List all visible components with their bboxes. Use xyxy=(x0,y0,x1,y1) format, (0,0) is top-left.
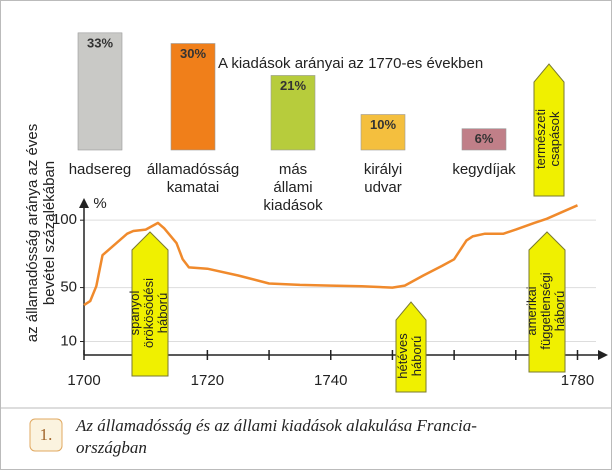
value-label: 10% xyxy=(370,117,396,132)
annotation-arrow xyxy=(131,231,169,377)
annotation: spanyolörökösödésiháború xyxy=(127,278,170,348)
bar xyxy=(461,128,507,151)
value-label: 30% xyxy=(180,46,206,61)
caption-badge xyxy=(29,418,63,452)
caption-line: országban xyxy=(76,438,147,457)
y-unit: % xyxy=(93,195,106,212)
category-label: hadsereg xyxy=(69,161,132,178)
annotation: amerikaifüggetlenségiháború xyxy=(524,272,567,349)
y-tick-label: 50 xyxy=(60,279,77,296)
value-label: 33% xyxy=(87,35,113,50)
bar xyxy=(170,43,216,151)
x-tick-label: 1780 xyxy=(561,372,594,389)
y-axis-arrow xyxy=(79,198,89,208)
bar xyxy=(77,32,123,151)
bar xyxy=(270,75,316,151)
annotation: hétévesháború xyxy=(395,333,424,379)
category-label: kegydíjak xyxy=(452,161,516,178)
value-label: 6% xyxy=(475,131,494,146)
data-line xyxy=(83,204,579,307)
value-label: 21% xyxy=(280,78,306,93)
y-tick-label: 10 xyxy=(60,332,77,349)
x-axis-arrow xyxy=(598,350,608,360)
bar xyxy=(360,114,406,151)
inset-title: A kiadások arányai az 1770-es években xyxy=(218,55,483,72)
category-label: államadósság kamatai xyxy=(147,161,240,196)
x-tick-label: 1740 xyxy=(314,372,347,389)
category-label: más állami kiadások xyxy=(263,161,323,214)
annotation-arrow xyxy=(528,231,566,373)
y-axis-title: az államadósság aránya az évesbevétel sz… xyxy=(24,124,58,342)
annotation-arrow xyxy=(533,63,565,197)
annotation-arrow xyxy=(395,301,427,393)
category-label: királyi udvar xyxy=(364,161,402,196)
annotation: természeticsapások xyxy=(533,109,562,169)
y-tick-label: 100 xyxy=(52,211,77,228)
x-tick-label: 1720 xyxy=(191,372,224,389)
caption-line: Az államadósság és az állami kiadások al… xyxy=(75,416,477,435)
x-tick-label: 1700 xyxy=(67,372,100,389)
caption-number: 1. xyxy=(40,425,53,444)
